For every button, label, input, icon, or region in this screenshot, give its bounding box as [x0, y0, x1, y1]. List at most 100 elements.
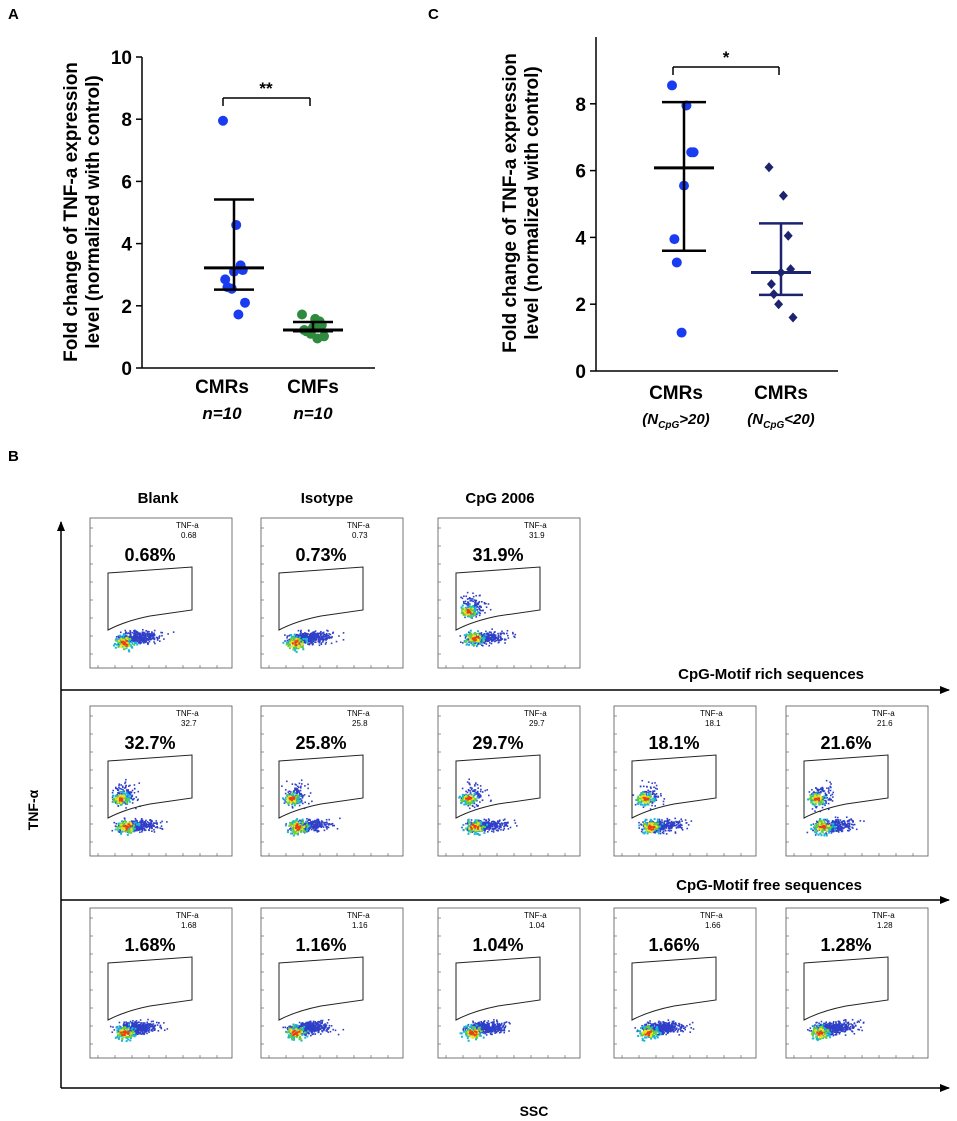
- flow-event: [663, 822, 665, 824]
- flow-event: [473, 612, 476, 615]
- flow-event: [469, 831, 472, 834]
- flow-event: [130, 636, 132, 638]
- flow-event: [466, 611, 469, 614]
- flow-event: [125, 790, 128, 792]
- flow-gate-value: 0.73: [352, 531, 368, 540]
- panel-a-point: [218, 115, 228, 126]
- flow-event: [657, 828, 660, 831]
- flow-event: [642, 785, 645, 788]
- flow-event: [468, 641, 470, 643]
- flow-event: [653, 786, 655, 789]
- flow-event: [120, 638, 123, 641]
- flow-event: [655, 795, 658, 798]
- flow-event: [659, 824, 661, 827]
- flow-event: [654, 794, 657, 796]
- flow-event: [463, 607, 466, 610]
- flow-event: [501, 630, 503, 633]
- flow-event: [299, 630, 302, 633]
- flow-event: [128, 793, 131, 795]
- flow-event: [843, 820, 846, 822]
- flow-event: [641, 795, 644, 798]
- flow-event: [292, 801, 295, 804]
- panel-letter-a: A: [8, 6, 19, 23]
- flow-event: [658, 820, 661, 822]
- flow-event: [637, 795, 640, 798]
- flow-event: [491, 824, 494, 827]
- flow-event: [136, 636, 138, 639]
- flow-event: [498, 827, 500, 829]
- flow-event: [303, 641, 306, 644]
- flow-event: [124, 636, 127, 638]
- flow-event: [296, 645, 299, 648]
- flow-event: [312, 639, 315, 641]
- flow-plot: TNF-a21.621.6%: [785, 705, 929, 857]
- panel-a-point: [312, 333, 323, 344]
- flow-event: [129, 823, 132, 826]
- flow-event: [328, 633, 330, 635]
- flow-event: [122, 639, 125, 642]
- flow-event: [462, 823, 465, 826]
- flow-event: [307, 633, 309, 635]
- flow-event: [467, 603, 470, 606]
- flow-event: [476, 819, 479, 822]
- flow-event: [643, 795, 646, 798]
- flow-event: [643, 826, 646, 829]
- flow-event: [125, 647, 128, 650]
- flow-event: [307, 783, 309, 786]
- flow-event: [496, 639, 498, 642]
- flow-event: [475, 616, 478, 618]
- flow-event: [665, 820, 667, 822]
- flow-event: [136, 631, 138, 633]
- flow-event: [497, 634, 500, 637]
- column-title-cpg2006: CpG 2006: [465, 490, 534, 507]
- flow-event: [118, 792, 121, 795]
- flow-event: [125, 792, 128, 795]
- flow-event: [467, 818, 470, 821]
- flow-event: [644, 831, 647, 834]
- flow-event: [648, 796, 651, 799]
- flow-event: [642, 831, 645, 834]
- panel-c-point: [783, 230, 793, 241]
- flow-event: [297, 827, 300, 830]
- flow-event: [309, 824, 312, 827]
- flow-event: [666, 822, 669, 824]
- flow-event: [316, 634, 318, 636]
- flow-event: [318, 641, 321, 644]
- flow-event: [151, 633, 154, 636]
- flow-event: [335, 640, 338, 643]
- flow-event: [502, 819, 505, 821]
- flow-event: [130, 796, 133, 798]
- flow-event: [132, 820, 135, 823]
- flow-event: [150, 638, 152, 641]
- flow-event: [493, 823, 496, 826]
- flow-event: [662, 803, 665, 806]
- flow-event: [647, 789, 649, 792]
- flow-event: [318, 823, 321, 825]
- flow-event: [469, 629, 472, 632]
- flow-event: [296, 828, 299, 831]
- flow-event: [663, 825, 665, 827]
- column-title-blank: Blank: [138, 490, 180, 507]
- flow-event: [311, 800, 313, 803]
- flow-event: [512, 631, 514, 634]
- flow-gate-value: 18.1: [705, 719, 721, 728]
- flow-event: [477, 603, 480, 606]
- flow-event: [314, 821, 317, 824]
- flow-event: [304, 632, 307, 634]
- flow-event: [686, 827, 688, 830]
- flow-event: [153, 822, 156, 824]
- flow-event: [467, 602, 469, 605]
- flow-event: [502, 829, 505, 831]
- flow-event: [664, 829, 667, 832]
- flow-event: [295, 826, 298, 829]
- flow-event: [315, 824, 318, 826]
- flow-event: [286, 831, 289, 834]
- flow-event: [662, 832, 665, 835]
- flow-event: [299, 789, 302, 792]
- flow-event: [301, 636, 304, 638]
- flow-event: [632, 794, 635, 796]
- flow-event: [310, 641, 313, 643]
- flow-event: [119, 798, 122, 801]
- flow-event: [811, 808, 814, 810]
